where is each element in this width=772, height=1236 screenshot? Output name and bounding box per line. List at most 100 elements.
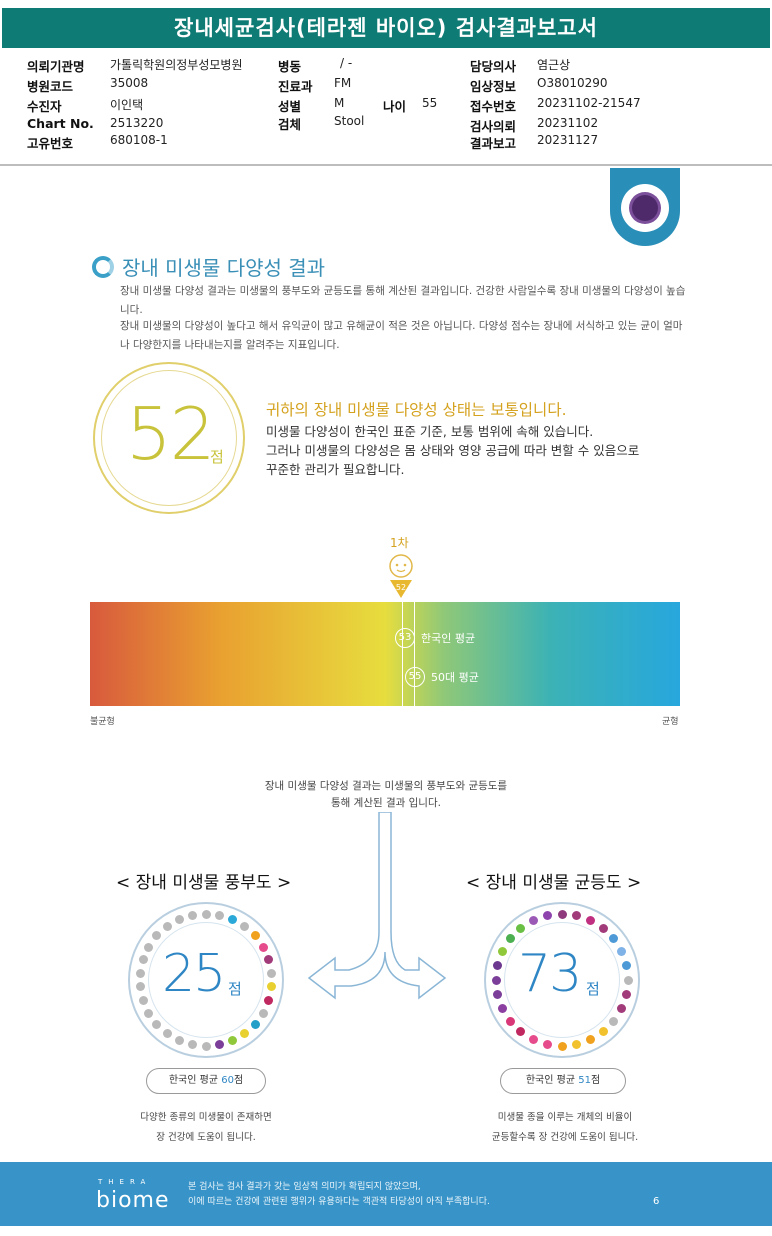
section-desc-1: 장내 미생물 다양성 결과는 미생물의 풍부도와 균등도를 통해 계산된 결과입… xyxy=(120,285,686,316)
microbe-dot-icon xyxy=(598,1027,608,1037)
status-line: 꾸준한 관리가 필요합니다. xyxy=(266,462,405,477)
divider xyxy=(0,164,772,166)
evenness-avg-value: 51 xyxy=(578,1075,591,1086)
korean-avg-value: 53 xyxy=(395,628,415,648)
microbe-dot-icon xyxy=(264,995,274,1005)
info-value: Stool xyxy=(334,114,365,128)
score-marker-icon: 52 xyxy=(389,554,413,598)
richness-score: 25 xyxy=(162,944,226,1004)
microbe-dot-icon xyxy=(228,915,238,925)
biome-logo: biome xyxy=(96,1188,170,1213)
report-title: 장내세균검사(테라젠 바이오) 검사결과보고서 xyxy=(2,8,770,48)
richness-caption-line: 다양한 종류의 미생물이 존재하면 xyxy=(140,1112,272,1123)
info-label: 나이 xyxy=(383,99,407,114)
info-value: 2513220 xyxy=(110,116,164,130)
info-value: 20231102 xyxy=(537,116,599,130)
microbe-dot-icon xyxy=(174,1035,184,1045)
microbe-dot-icon xyxy=(187,1040,197,1050)
ring-icon xyxy=(92,255,114,278)
microbe-dot-icon xyxy=(215,910,225,920)
age-avg: 55 50대 평균 xyxy=(405,667,479,687)
microbe-dot-icon xyxy=(623,975,633,985)
microbe-dot-icon xyxy=(586,1034,596,1044)
info-label: 임상정보 xyxy=(470,79,517,94)
microbe-dot-icon xyxy=(267,968,277,978)
microbe-dot-icon xyxy=(609,1016,619,1026)
evenness-title: < 장내 미생물 균등도 > xyxy=(466,873,642,893)
microbe-dot-icon xyxy=(240,1028,250,1038)
status-line: 그러나 미생물의 다양성은 몸 상태와 영양 공급에 따라 변할 수 있음으로 xyxy=(266,443,640,458)
microbe-dot-icon xyxy=(240,922,250,932)
korean-avg-label: 한국인 평균 xyxy=(421,632,476,645)
microbe-dot-icon xyxy=(152,931,162,941)
evenness-circle xyxy=(484,902,640,1058)
info-value: O38010290 xyxy=(537,76,608,90)
microbe-dot-icon xyxy=(493,960,503,970)
microbe-dot-icon xyxy=(138,955,148,965)
evenness-score: 73 xyxy=(518,944,582,1004)
microbe-dot-icon xyxy=(516,923,526,933)
microbe-dot-icon xyxy=(258,942,268,952)
info-value: 20231102-21547 xyxy=(537,96,641,110)
microbe-dot-icon xyxy=(498,946,508,956)
info-label: 진료과 xyxy=(278,79,313,94)
section-title: 장내 미생물 다양성 결과 xyxy=(92,252,325,281)
microbe-badge-icon xyxy=(610,168,680,246)
info-label: 접수번호 xyxy=(470,99,517,114)
calc-note-line: 장내 미생물 다양성 결과는 미생물의 풍부도와 균등도를 xyxy=(264,780,508,792)
microbe-dot-icon xyxy=(250,1019,260,1029)
microbe-dot-icon xyxy=(557,909,567,919)
korean-avg-line xyxy=(414,602,415,706)
microbe-dot-icon xyxy=(505,934,515,944)
info-value: FM xyxy=(334,76,352,90)
microbe-dot-icon xyxy=(264,955,274,965)
richness-circle xyxy=(128,902,284,1058)
microbe-dot-icon xyxy=(138,995,148,1005)
calc-note-line: 통해 계산된 결과 입니다. xyxy=(331,797,441,809)
age-avg-value: 55 xyxy=(405,667,425,687)
richness-avg-value: 60 xyxy=(221,1075,234,1086)
richness-avg-prefix: 한국인 평균 xyxy=(168,1075,222,1086)
status-text: 미생물 다양성이 한국인 표준 기준, 보통 범위에 속해 있습니다. 그러나 … xyxy=(266,422,639,479)
info-label: 고유번호 xyxy=(27,136,74,151)
evenness-caption-line: 균등할수록 장 건강에 도움이 됩니다. xyxy=(491,1132,639,1143)
info-value: 20231127 xyxy=(537,133,599,147)
microbe-dot-icon xyxy=(135,982,145,992)
microbe-dot-icon xyxy=(493,990,503,1000)
microbe-dot-icon xyxy=(586,916,596,926)
info-value: M xyxy=(334,96,345,110)
microbe-dot-icon xyxy=(616,946,626,956)
richness-caption-line: 장 건강에 도움이 됩니다. xyxy=(156,1132,256,1143)
marker-label: 1차 xyxy=(390,536,409,550)
evenness-avg-pill: 한국인 평균 51점 xyxy=(500,1068,626,1094)
microbe-dot-icon xyxy=(498,1004,508,1014)
info-label: 병원코드 xyxy=(27,79,74,94)
richness-unit: 점 xyxy=(228,980,242,998)
richness-title: < 장내 미생물 풍부도 > xyxy=(116,873,292,893)
score-ring xyxy=(93,362,245,514)
split-arrow-icon xyxy=(307,812,447,1000)
microbe-dot-icon xyxy=(542,911,552,921)
info-value: 680108-1 xyxy=(110,133,168,147)
microbe-dot-icon xyxy=(250,931,260,941)
calc-note: 장내 미생물 다양성 결과는 미생물의 풍부도와 균등도를 통해 계산된 결과 … xyxy=(250,778,522,812)
richness-caption: 다양한 종류의 미생물이 존재하면 장 건강에 도움이 됩니다. xyxy=(106,1108,306,1148)
microbe-dot-icon xyxy=(621,960,631,970)
microbe-dot-icon xyxy=(201,1041,211,1051)
scale-left-label: 불균형 xyxy=(90,717,115,727)
marker-value: 52 xyxy=(396,583,406,592)
diversity-gradient-bar xyxy=(90,602,680,706)
age-avg-label: 50대 평균 xyxy=(431,671,479,684)
disclaimer-line: 본 검사는 검사 결과가 갖는 임상적 의미가 확립되지 않았으며, xyxy=(188,1182,421,1192)
microbe-dot-icon xyxy=(152,1019,162,1029)
section-desc-2: 장내 미생물의 다양성이 높다고 해서 유익균이 많고 유해균이 적은 것은 아… xyxy=(120,320,683,351)
info-value: 55 xyxy=(422,96,438,110)
page-number: 6 xyxy=(653,1196,660,1207)
microbe-dot-icon xyxy=(162,922,172,932)
microbe-dot-icon xyxy=(491,975,501,985)
info-label: 수진자 xyxy=(27,99,62,114)
microbe-dot-icon xyxy=(616,1004,626,1014)
microbe-dot-icon xyxy=(557,1041,567,1051)
info-label: 결과보고 xyxy=(470,136,517,151)
logo-small-text: THERA xyxy=(98,1178,152,1186)
